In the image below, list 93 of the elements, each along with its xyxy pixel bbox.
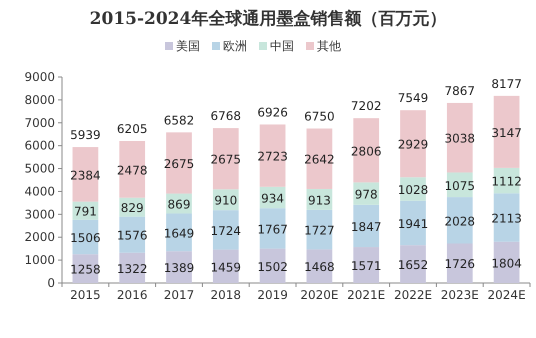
bar [353, 118, 380, 182]
bar [400, 110, 426, 178]
data-label: 978 [354, 188, 378, 202]
data-label: 2478 [116, 163, 148, 178]
data-label: 1075 [444, 178, 476, 193]
bar [212, 128, 239, 190]
bar [400, 245, 426, 283]
y-tick-label: 3000 [24, 207, 55, 222]
bar [72, 147, 98, 202]
data-label: 3038 [444, 132, 476, 146]
x-tick-label: 2019 [257, 288, 288, 302]
data-label: 1322 [116, 262, 148, 276]
x-tick-label: 2016 [116, 288, 148, 302]
total-label: 5939 [70, 128, 101, 142]
data-label: 791 [74, 204, 97, 219]
bar [306, 128, 332, 189]
y-tick-label: 2000 [24, 230, 55, 244]
bar [166, 132, 192, 194]
data-label: 1724 [210, 224, 242, 238]
total-label: 6205 [116, 122, 148, 136]
data-label: 1767 [257, 222, 288, 236]
data-label: 1506 [70, 230, 101, 245]
x-tick-label: 2015 [70, 288, 101, 302]
data-label: 1571 [350, 259, 382, 274]
data-label: 1112 [491, 174, 522, 189]
data-label: 1804 [491, 256, 522, 270]
data-label: 1847 [350, 220, 382, 234]
data-label: 1468 [304, 260, 335, 274]
y-tick-label: 1000 [24, 253, 55, 268]
data-label: 934 [261, 191, 284, 206]
data-label: 1649 [164, 226, 194, 240]
y-tick-label: 8000 [24, 92, 55, 107]
total-label: 7549 [398, 91, 428, 106]
data-label: 869 [168, 198, 190, 212]
bar [446, 102, 473, 172]
total-label: 7867 [444, 84, 476, 98]
bar [494, 96, 520, 168]
total-label: 7202 [350, 99, 382, 114]
x-tick-label: 2023E [440, 288, 479, 302]
data-label: 1389 [164, 261, 194, 276]
y-tick-label: 4000 [24, 184, 55, 198]
x-tick-label: 2021E [347, 288, 386, 302]
data-label: 1726 [444, 257, 476, 272]
total-label: 8177 [491, 76, 522, 91]
y-tick-label: 7000 [24, 116, 55, 130]
data-label: 1576 [116, 228, 148, 243]
x-tick-label: 2022E [394, 288, 432, 302]
data-label: 1652 [398, 258, 428, 272]
data-label: 910 [214, 194, 238, 208]
total-label: 6926 [257, 105, 288, 120]
y-tick-label: 5000 [24, 162, 55, 176]
y-tick-label: 9000 [24, 70, 55, 84]
bar [400, 200, 426, 246]
data-label: 1941 [398, 216, 428, 231]
legend-label: 其他 [317, 39, 341, 53]
data-label: 2723 [257, 150, 288, 164]
x-tick-label: 2017 [164, 288, 194, 302]
bar [212, 210, 239, 250]
data-label: 2028 [444, 214, 476, 228]
x-tick-label: 2018 [210, 288, 242, 302]
y-tick-label: 6000 [24, 138, 55, 153]
data-label: 2642 [304, 152, 335, 167]
x-tick-label: 2024E [488, 288, 526, 302]
legend-label: 欧洲 [223, 39, 247, 53]
legend-label: 中国 [270, 39, 294, 53]
data-label: 2675 [210, 152, 242, 167]
y-tick-label: 0 [47, 276, 55, 290]
data-label: 913 [308, 193, 331, 208]
data-label: 2113 [491, 212, 522, 226]
total-label: 6768 [210, 109, 242, 124]
data-label: 1727 [304, 224, 335, 238]
chart-title: 2015-2024年全球通用墨盒销售额（百万元） [90, 9, 446, 29]
data-label: 1459 [210, 260, 242, 274]
bar [306, 210, 332, 250]
bar [494, 242, 520, 283]
bar [260, 208, 286, 249]
data-label: 2384 [70, 168, 101, 182]
x-tick-label: 2020E [300, 288, 338, 302]
data-label: 1028 [398, 182, 428, 197]
data-label: 2929 [398, 138, 428, 152]
data-label: 3147 [491, 126, 522, 140]
data-label: 2806 [350, 144, 382, 158]
data-label: 1258 [70, 262, 101, 277]
data-label: 1502 [257, 260, 288, 274]
legend-label: 美国 [176, 39, 200, 53]
data-label: 829 [120, 201, 144, 216]
bar [260, 124, 286, 187]
total-label: 6750 [304, 110, 335, 124]
data-label: 2675 [164, 156, 194, 171]
bar [494, 193, 520, 242]
bar [119, 140, 146, 198]
total-label: 6582 [164, 113, 194, 128]
bar [446, 197, 473, 244]
